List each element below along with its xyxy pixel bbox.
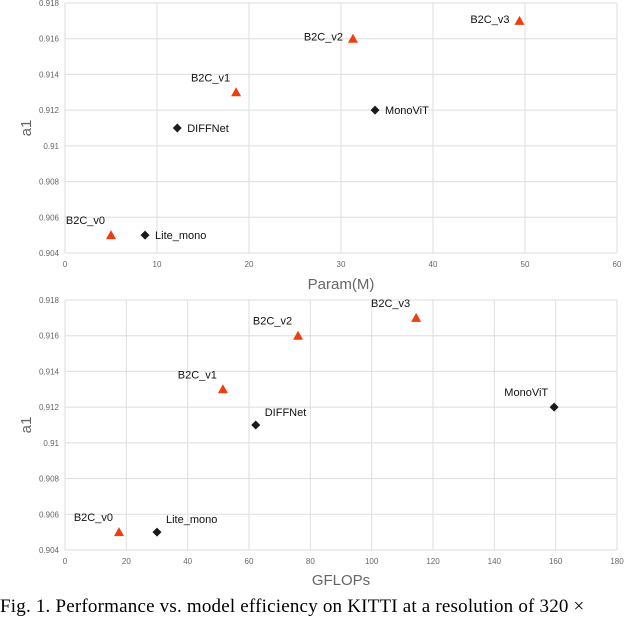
y-axis-label: a1 [18, 417, 35, 434]
x-tick-label: 60 [245, 557, 254, 566]
data-point-triangle [106, 230, 116, 240]
y-tick-label: 0.91 [43, 439, 59, 448]
x-tick-label: 120 [426, 557, 440, 566]
x-tick-label: 100 [365, 557, 379, 566]
x-tick-label: 30 [337, 260, 346, 269]
y-tick-label: 0.906 [39, 510, 60, 519]
data-point-triangle [514, 15, 525, 25]
data-label: B2C_v1 [191, 72, 230, 84]
data-point-triangle [347, 33, 358, 43]
x-tick-label: 50 [521, 260, 530, 269]
y-tick-label: 0.912 [39, 403, 60, 412]
data-point-triangle [217, 384, 228, 394]
data-label: B2C_v3 [470, 14, 509, 26]
y-tick-label: 0.906 [39, 213, 60, 222]
x-tick-label: 160 [549, 557, 563, 566]
data-label: B2C_v3 [371, 298, 410, 310]
data-label: Lite_mono [166, 514, 217, 526]
data-point-triangle [293, 330, 304, 340]
data-label: B2C_v2 [304, 32, 343, 44]
x-tick-label: 60 [613, 260, 622, 269]
data-label: Lite_mono [155, 230, 206, 242]
y-axis-label: a1 [18, 120, 35, 137]
x-tick-label: 10 [153, 260, 162, 269]
x-tick-label: 40 [429, 260, 438, 269]
data-label: MonoViT [504, 387, 548, 399]
data-point-diamond [140, 230, 150, 240]
chart-1: 0 10 20 30 40 50 60 0.904 0.906 0.908 0.91 0.912 0.9… [18, 0, 622, 293]
y-tick-label: 0.918 [39, 0, 60, 8]
x-tick-label: 180 [610, 557, 624, 566]
x-tick-label: 40 [183, 557, 192, 566]
y-tick-label: 0.904 [39, 546, 60, 555]
x-tick-label: 140 [488, 557, 502, 566]
data-point-diamond [152, 527, 162, 537]
y-tick-label: 0.908 [39, 475, 60, 484]
data-point-diamond [549, 402, 559, 412]
x-tick-label: 20 [245, 260, 254, 269]
x-axis-label: GFLOPs [312, 572, 370, 589]
data-label: DIFFNet [265, 407, 307, 419]
chart-2: 0 20 40 60 80 100 120 140 160 180 0.904 0.906 0.908 0… [18, 296, 624, 589]
y-tick-label: 0.914 [39, 70, 60, 79]
data-point-diamond [172, 123, 182, 133]
x-tick-label: 80 [306, 557, 315, 566]
data-label: B2C_v0 [66, 215, 105, 227]
y-tick-label: 0.916 [39, 332, 60, 341]
data-label: MonoViT [385, 105, 429, 117]
x-tick-label: 0 [63, 260, 68, 269]
y-tick-label: 0.916 [39, 35, 60, 44]
y-tick-label: 0.918 [39, 296, 60, 305]
x-tick-label: 20 [122, 557, 131, 566]
x-axis-label: Param(M) [308, 276, 375, 293]
y-tick-label: 0.912 [39, 106, 60, 115]
data-label: B2C_v1 [178, 369, 217, 381]
y-tick-label: 0.914 [39, 367, 60, 376]
data-point-triangle [113, 527, 124, 537]
data-label: B2C_v0 [74, 512, 113, 524]
data-label: DIFFNet [187, 123, 229, 135]
data-point-triangle [231, 87, 242, 97]
y-tick-label: 0.91 [43, 142, 59, 151]
x-tick-label: 0 [63, 557, 68, 566]
y-tick-label: 0.904 [39, 249, 60, 258]
data-point-diamond [370, 105, 380, 115]
data-point-diamond [251, 420, 261, 430]
data-point-triangle [411, 312, 422, 322]
figure-caption: Fig. 1. Performance vs. model efficiency… [0, 596, 585, 617]
y-tick-label: 0.908 [39, 178, 60, 187]
data-label: B2C_v2 [253, 316, 292, 328]
